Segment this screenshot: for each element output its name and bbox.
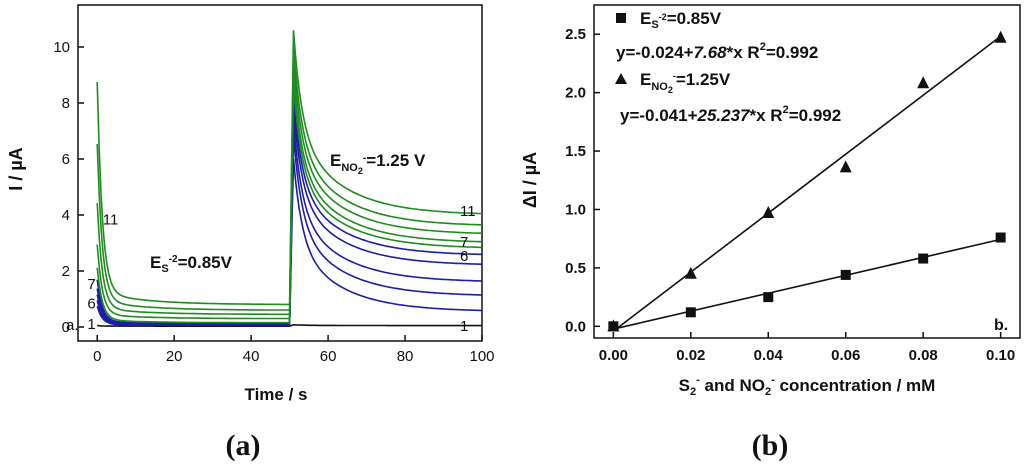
plot-b-frame bbox=[593, 4, 1021, 339]
plot-a-ytick-label: 6 bbox=[62, 151, 70, 168]
curve-label: 11 bbox=[103, 212, 119, 229]
plot-a-xtick-label: 100 bbox=[469, 348, 494, 365]
triangle-point bbox=[917, 76, 930, 89]
caption-b: (b) bbox=[752, 429, 789, 462]
plot-b-ytick-label: 1.0 bbox=[565, 201, 586, 218]
plot-b-ytick-label: 2.0 bbox=[565, 85, 586, 102]
plot-b-ylabel: ΔI / µA bbox=[520, 152, 540, 208]
plot-a-xtick-label: 40 bbox=[243, 348, 260, 365]
plot-b-xtick-label: 0.04 bbox=[754, 347, 784, 364]
plot-b-xlabel: S2- and NO2- concentration / mM bbox=[679, 374, 936, 398]
legend: ES-2=0.85V y=-0.024+7.68*x R2=0.992 ENO2… bbox=[615, 9, 841, 125]
annotation-eno2: ENO2-=1.25 V bbox=[330, 151, 426, 176]
plot-a-ytick-label: 10 bbox=[53, 39, 70, 56]
curve-label: 6 bbox=[87, 296, 95, 313]
fit-line bbox=[612, 35, 1002, 332]
legend-fit-no2: y=-0.041+25.237*x R2=0.992 bbox=[620, 104, 841, 125]
plot-b-xtick-label: 0.10 bbox=[986, 347, 1015, 364]
plot-b-ytick-label: 2.5 bbox=[565, 26, 586, 43]
curve-label: 11 bbox=[460, 203, 476, 220]
curve-label: 7 bbox=[87, 276, 95, 293]
plot-b-xtick-label: 0.06 bbox=[831, 347, 860, 364]
plot-a-ytick-label: 4 bbox=[62, 207, 70, 224]
curve-label: 1 bbox=[460, 318, 468, 335]
plot-a-panel-tag: a. bbox=[66, 317, 79, 334]
plot-a-frame bbox=[77, 4, 483, 342]
caption-a: (a) bbox=[226, 429, 261, 462]
triangle-point bbox=[762, 205, 775, 218]
triangle-point bbox=[607, 319, 620, 332]
plot-a-ytick-label: 2 bbox=[62, 263, 70, 280]
legend-square-marker bbox=[616, 13, 626, 23]
panel-b: 0.00 0.02 0.04 0.06 0.08 0.10 0.0 0.5 1.0 1.5 2.0… bbox=[520, 4, 1021, 462]
plot-b-panel-tag: b. bbox=[994, 317, 1008, 334]
square-point bbox=[685, 307, 696, 318]
square-point bbox=[763, 292, 774, 303]
plot-b-ytick-label: 1.5 bbox=[565, 143, 586, 160]
plot-b-ytick-label: 0.5 bbox=[565, 260, 586, 277]
plot-a-ytick-label: 8 bbox=[62, 95, 70, 112]
legend-fit-s: y=-0.024+7.68*x R2=0.992 bbox=[616, 41, 818, 62]
curve-label: 6 bbox=[460, 248, 468, 265]
triangle-point bbox=[684, 266, 697, 279]
triangle-point bbox=[839, 160, 852, 173]
plot-a-xtick-label: 80 bbox=[397, 348, 414, 365]
plot-a-ylabel: I / µA bbox=[6, 147, 26, 190]
series-line-11 bbox=[96, 30, 483, 306]
curve-label: 7 bbox=[460, 234, 468, 251]
plot-a-xtick-label: 20 bbox=[166, 348, 183, 365]
series-line-1 bbox=[97, 323, 482, 327]
plot-b-ytick-label: 0.0 bbox=[565, 318, 586, 335]
curve-label: 1 bbox=[87, 316, 95, 333]
plot-b-xtick-label: 0.02 bbox=[676, 347, 705, 364]
legend-triangle-marker bbox=[615, 73, 627, 84]
annotation-es: ES-2=0.85V bbox=[150, 253, 233, 275]
fit-line bbox=[613, 238, 1001, 330]
legend-label-s: ES-2=0.85V bbox=[640, 9, 722, 31]
square-point bbox=[840, 269, 851, 280]
plot-a-xtick-label: 0 bbox=[93, 348, 101, 365]
square-point bbox=[918, 253, 929, 264]
plot-a-xlabel: Time / s bbox=[245, 385, 308, 404]
plot-a-xtick-label: 60 bbox=[320, 348, 337, 365]
plot-a-ytick-label: 0 bbox=[62, 319, 70, 336]
plot-b-xtick-label: 0.08 bbox=[909, 347, 938, 364]
triangle-point bbox=[994, 30, 1007, 43]
plot-b-xtick-label: 0.00 bbox=[599, 347, 628, 364]
legend-label-no2: ENO2-=1.25V bbox=[640, 70, 731, 95]
square-point bbox=[995, 232, 1006, 243]
